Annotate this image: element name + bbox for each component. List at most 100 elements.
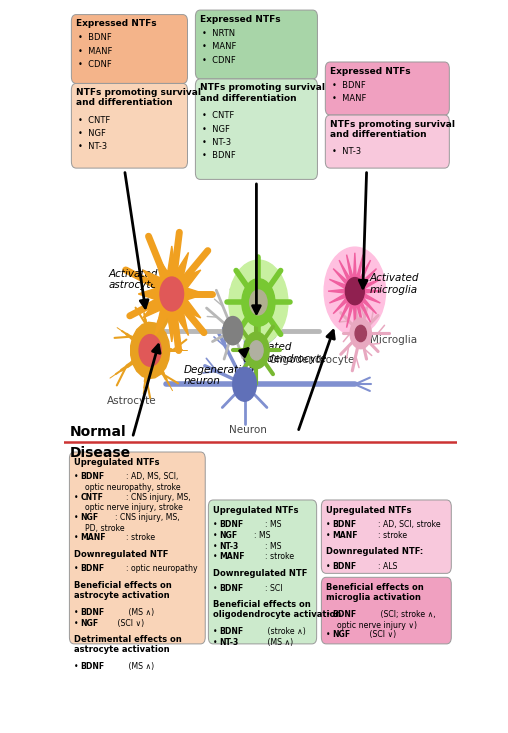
Text: •  CNTF: • CNTF	[202, 111, 234, 120]
Circle shape	[250, 341, 263, 360]
Text: NT-3: NT-3	[219, 638, 239, 647]
Text: •  MANF: • MANF	[78, 47, 112, 56]
Text: •: •	[213, 638, 217, 647]
Text: Detrimental effects on
astrocyte activation: Detrimental effects on astrocyte activat…	[74, 635, 182, 655]
Text: BDNF: BDNF	[332, 610, 357, 619]
Polygon shape	[138, 246, 205, 342]
Text: : MS: : MS	[265, 542, 282, 550]
Text: NGF: NGF	[219, 531, 238, 540]
Circle shape	[223, 317, 243, 345]
Circle shape	[244, 332, 269, 369]
Text: PD, stroke: PD, stroke	[85, 523, 125, 533]
Text: •: •	[74, 493, 79, 501]
Text: •  BDNF: • BDNF	[78, 33, 111, 43]
Text: •: •	[213, 627, 217, 636]
Text: : CNS injury, MS,: : CNS injury, MS,	[126, 493, 191, 501]
Text: Beneficial effects on
microglia activation: Beneficial effects on microglia activati…	[326, 583, 424, 603]
Text: •  MANF: • MANF	[202, 43, 236, 51]
Circle shape	[233, 367, 257, 401]
Text: (MS ∧): (MS ∧)	[126, 608, 154, 616]
Text: •: •	[74, 619, 79, 627]
Circle shape	[324, 247, 386, 335]
Text: •  NT-3: • NT-3	[202, 138, 231, 147]
Text: •: •	[326, 562, 331, 571]
Text: Oligodendrocyte: Oligodendrocyte	[268, 355, 355, 365]
Text: Activated
oligodendrocyte: Activated oligodendrocyte	[243, 342, 327, 364]
Text: Degenerating
neuron: Degenerating neuron	[183, 364, 255, 386]
Text: •: •	[74, 534, 79, 542]
Text: : AD, SCI, stroke: : AD, SCI, stroke	[378, 520, 441, 529]
Text: : MS: : MS	[254, 531, 270, 540]
Text: MANF: MANF	[80, 534, 106, 542]
Text: CNTF: CNTF	[80, 493, 103, 501]
Text: •: •	[74, 472, 79, 482]
Text: MANF: MANF	[219, 553, 245, 561]
Text: NTFs promoting survival
and differentiation: NTFs promoting survival and differentiat…	[76, 88, 201, 107]
Text: optic nerve injury, stroke: optic nerve injury, stroke	[85, 504, 183, 512]
Text: Astrocyte: Astrocyte	[107, 396, 156, 405]
Text: •  NT-3: • NT-3	[332, 147, 361, 156]
FancyBboxPatch shape	[325, 62, 449, 115]
Text: : CNS injury, MS,: : CNS injury, MS,	[115, 513, 179, 522]
Circle shape	[250, 290, 267, 315]
Text: Expressed NTFs: Expressed NTFs	[330, 67, 410, 75]
Circle shape	[350, 318, 371, 349]
Text: •  BDNF: • BDNF	[202, 152, 235, 161]
Text: Microglia: Microglia	[370, 334, 417, 345]
Text: : stroke: : stroke	[378, 531, 407, 540]
Text: BDNF: BDNF	[80, 608, 105, 616]
Text: BDNF: BDNF	[219, 583, 243, 592]
Text: : ALS: : ALS	[378, 562, 398, 571]
Text: •  MANF: • MANF	[332, 94, 366, 103]
Text: Beneficial effects on
oligodendrocyte activation: Beneficial effects on oligodendrocyte ac…	[213, 600, 341, 619]
Polygon shape	[328, 253, 382, 330]
Text: BDNF: BDNF	[219, 520, 243, 529]
FancyBboxPatch shape	[196, 10, 318, 79]
Text: •: •	[213, 520, 217, 529]
Text: •: •	[213, 531, 217, 540]
Text: (SCI ∨): (SCI ∨)	[367, 630, 396, 639]
Text: •: •	[326, 630, 331, 639]
Text: (SCI ∨): (SCI ∨)	[115, 619, 144, 627]
Text: •  BDNF: • BDNF	[332, 81, 365, 89]
Text: •  NT-3: • NT-3	[78, 142, 107, 152]
Text: •: •	[74, 608, 79, 616]
Text: : MS: : MS	[265, 520, 282, 529]
Text: Normal: Normal	[70, 425, 126, 439]
Text: NTFs promoting survival
and differentiation: NTFs promoting survival and differentiat…	[200, 84, 325, 103]
Circle shape	[242, 279, 275, 326]
Text: : optic neuropathy: : optic neuropathy	[126, 564, 198, 573]
Text: NGF: NGF	[332, 630, 351, 639]
Text: optic nerve injury ∨): optic nerve injury ∨)	[337, 621, 417, 630]
Text: (stroke ∧): (stroke ∧)	[265, 627, 306, 636]
Text: NTFs promoting survival
and differentiation: NTFs promoting survival and differentiat…	[330, 119, 455, 139]
Text: Beneficial effects on
astrocyte activation: Beneficial effects on astrocyte activati…	[74, 581, 172, 600]
Text: •  CDNF: • CDNF	[202, 56, 235, 65]
Circle shape	[229, 260, 288, 345]
Text: BDNF: BDNF	[80, 564, 105, 573]
Text: •: •	[326, 531, 331, 540]
FancyBboxPatch shape	[325, 115, 449, 168]
Text: Upregulated NTFs: Upregulated NTFs	[326, 506, 411, 515]
Text: BDNF: BDNF	[80, 472, 105, 482]
Text: NT-3: NT-3	[219, 542, 239, 550]
Text: : stroke: : stroke	[126, 534, 155, 542]
Text: Expressed NTFs: Expressed NTFs	[76, 19, 157, 28]
Text: NGF: NGF	[80, 619, 99, 627]
FancyBboxPatch shape	[70, 452, 205, 644]
Text: •  CDNF: • CDNF	[78, 60, 111, 69]
Text: •  NGF: • NGF	[202, 125, 230, 133]
Text: Downregulated NTF:: Downregulated NTF:	[326, 548, 423, 556]
Text: •  NRTN: • NRTN	[202, 29, 235, 38]
Text: optic neuropathy, stroke: optic neuropathy, stroke	[85, 483, 181, 492]
Text: (MS ∧): (MS ∧)	[265, 638, 294, 647]
Text: : SCI: : SCI	[265, 583, 283, 592]
Polygon shape	[131, 323, 170, 378]
Text: (SCI; stroke ∧,: (SCI; stroke ∧,	[378, 610, 436, 619]
FancyBboxPatch shape	[322, 578, 451, 644]
Text: •: •	[326, 610, 331, 619]
FancyBboxPatch shape	[208, 500, 316, 644]
FancyBboxPatch shape	[71, 84, 187, 168]
FancyBboxPatch shape	[322, 500, 451, 573]
Text: •: •	[74, 662, 79, 671]
